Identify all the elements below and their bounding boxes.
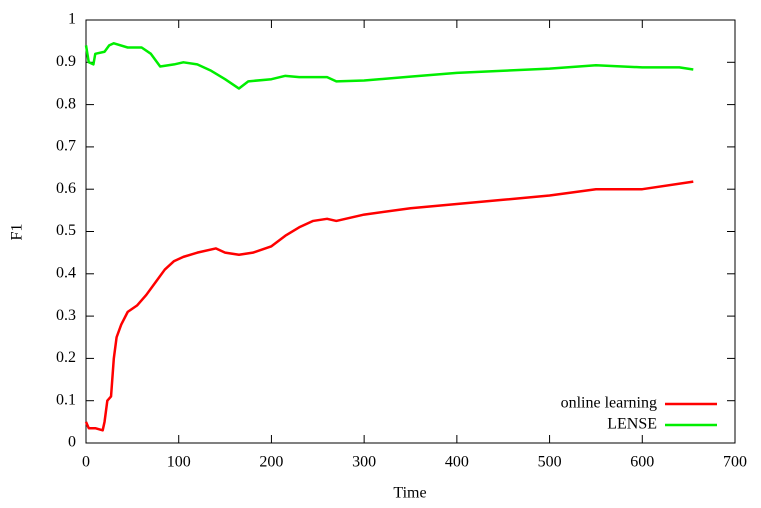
x-tick-label: 700 [723, 454, 747, 471]
y-tick-label: 0.3 [56, 307, 76, 324]
y-tick-label: 0.7 [56, 138, 76, 155]
y-tick-label: 0 [68, 434, 76, 451]
x-tick-label: 200 [259, 454, 283, 471]
x-tick-label: 500 [538, 454, 562, 471]
x-tick-label: 100 [167, 454, 191, 471]
series-line [84, 42, 694, 90]
y-tick-label: 0.9 [56, 53, 76, 70]
y-tick-label: 0.8 [56, 95, 76, 112]
legend-label: online learning [561, 395, 657, 412]
x-tick-label: 400 [445, 454, 469, 471]
y-tick-label: 0.6 [56, 180, 76, 197]
y-tick-label: 0.2 [56, 349, 76, 366]
series-line [84, 180, 694, 432]
y-tick-label: 1 [68, 11, 76, 28]
y-tick-label: 0.4 [56, 264, 76, 281]
x-axis-label: Time [393, 485, 426, 502]
legend-label: LENSE [607, 416, 657, 433]
y-tick-label: 0.5 [56, 222, 76, 239]
plot-frame [85, 19, 736, 444]
x-tick-label: 600 [630, 454, 654, 471]
x-tick-label: 300 [352, 454, 376, 471]
y-axis-label: F1 [9, 224, 26, 241]
y-tick-label: 0.1 [56, 391, 76, 408]
x-tick-label: 0 [82, 454, 90, 471]
